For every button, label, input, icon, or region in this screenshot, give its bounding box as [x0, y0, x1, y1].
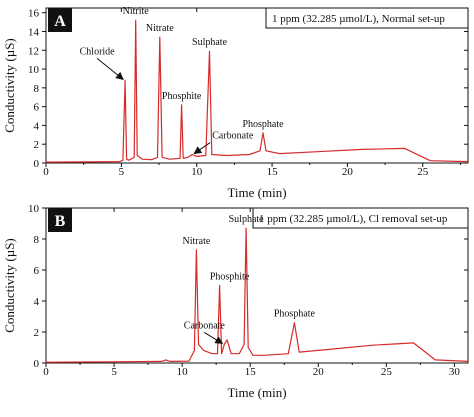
peak-label: Nitrate — [183, 236, 211, 247]
peak-label: Carbonate — [184, 320, 226, 331]
x-tick-label: 5 — [119, 166, 125, 178]
legend-text: 1 ppm (32.285 µmol/L), Normal set-up — [272, 13, 445, 25]
peak-label: Nitrite — [123, 6, 150, 17]
y-tick-label: 10 — [28, 203, 40, 215]
x-axis-title: Time (min) — [227, 185, 286, 200]
y-tick-label: 14 — [28, 26, 40, 38]
x-tick-label: 0 — [43, 166, 49, 178]
y-tick-label: 2 — [34, 139, 40, 151]
panel-letter-box — [48, 208, 72, 232]
peak-label: Phosphite — [210, 272, 250, 283]
x-tick-label: 15 — [267, 166, 279, 178]
x-tick-label: 0 — [43, 366, 49, 378]
peak-label: Sulphate — [192, 37, 228, 48]
peak-label: Chloride — [80, 46, 116, 57]
annotation-arrow — [193, 142, 211, 155]
peak-label: Sulphate — [229, 214, 265, 225]
panel-letter: A — [54, 13, 66, 30]
y-tick-label: 2 — [34, 327, 40, 339]
peak-label: Phosphite — [162, 91, 202, 102]
plot-frame — [45, 7, 469, 164]
x-tick-label: 10 — [177, 366, 189, 378]
plot-frame — [45, 207, 469, 364]
series-line — [45, 227, 469, 363]
annotation-arrow — [96, 57, 124, 80]
peak-label: Nitrate — [146, 23, 174, 34]
x-tick-label: 20 — [342, 166, 354, 178]
x-tick-label: 5 — [111, 366, 117, 378]
legend-box — [265, 7, 469, 29]
y-tick-label: 16 — [28, 8, 40, 20]
y-axis-title: Conductivity (µS) — [2, 38, 17, 133]
x-tick-label: 25 — [381, 366, 393, 378]
panel-letter-box — [48, 8, 72, 32]
legend-box — [252, 207, 469, 229]
x-axis-title: Time (min) — [227, 385, 286, 400]
y-tick-label: 8 — [34, 234, 40, 246]
y-tick-label: 6 — [34, 102, 40, 114]
series-line — [45, 19, 469, 163]
annotation-arrow — [204, 331, 224, 344]
x-tick-label: 15 — [245, 366, 257, 378]
x-tick-label: 20 — [313, 366, 325, 378]
y-tick-label: 12 — [28, 45, 39, 57]
panel-b: 0 5 10 15 20 25 30 0 2 4 6 8 10 Time (min) Conductivit… — [2, 203, 469, 400]
x-tick-label: 10 — [191, 166, 203, 178]
y-tick-label: 10 — [28, 64, 40, 76]
y-tick-label: 6 — [34, 265, 40, 277]
peak-label: Phosphate — [274, 309, 316, 320]
y-tick-label: 8 — [34, 83, 40, 95]
y-tick-label: 0 — [34, 358, 40, 370]
panel-a: 0 5 10 15 20 25 0 2 4 6 8 10 12 14 16 Time (min) Conduct… — [2, 6, 469, 200]
y-tick-label: 4 — [34, 120, 40, 132]
panel-letter: B — [55, 213, 66, 230]
y-tick-label: 4 — [34, 296, 40, 308]
x-tick-label: 30 — [449, 366, 461, 378]
y-axis-title: Conductivity (µS) — [2, 238, 17, 333]
y-tick-label: 0 — [34, 158, 40, 170]
legend-text: 1 ppm (32.285 µmol/L), Cl removal set-up — [259, 213, 448, 225]
peak-label: Phosphate — [242, 119, 284, 130]
x-tick-label: 25 — [417, 166, 429, 178]
peak-label: Carbonate — [212, 131, 254, 142]
